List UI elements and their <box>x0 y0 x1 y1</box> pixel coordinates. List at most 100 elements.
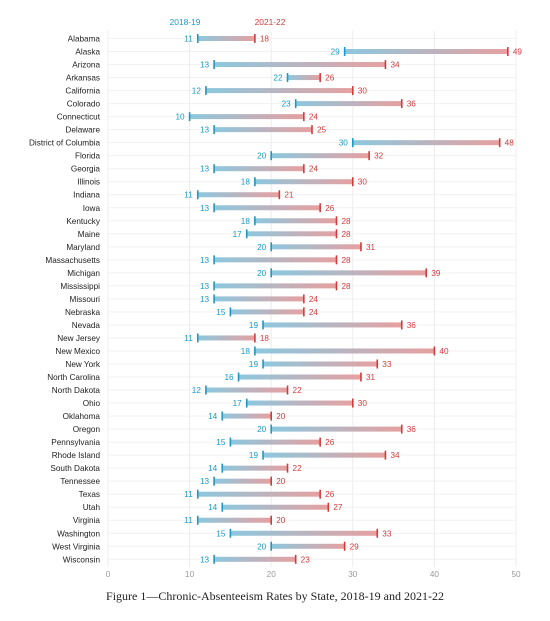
value-label-2018-19: 12 <box>192 87 202 96</box>
state-label: North Carolina <box>47 373 100 382</box>
row-district-of-columbia: District of Columbia 30 48 <box>29 138 516 148</box>
value-label-2018-19: 22 <box>273 74 283 83</box>
value-label-2021-22: 29 <box>350 542 360 551</box>
value-label-2021-22: 33 <box>382 360 392 369</box>
value-label-2021-22: 49 <box>513 48 523 57</box>
state-label: Mississippi <box>60 282 100 291</box>
value-label-2021-22: 31 <box>366 373 376 382</box>
value-label-2018-19: 13 <box>200 555 210 564</box>
value-label-2021-22: 28 <box>341 217 351 226</box>
row-kentucky: Kentucky 18 28 <box>66 216 516 226</box>
value-label-2018-19: 15 <box>216 529 226 538</box>
row-texas: Texas 11 26 <box>79 489 516 499</box>
state-label: Maine <box>78 230 101 239</box>
change-bar <box>254 218 337 224</box>
row-ohio: Ohio 17 30 <box>83 398 516 408</box>
x-tick-label: 10 <box>185 570 195 579</box>
value-label-2018-19: 14 <box>208 412 218 421</box>
value-label-2018-19: 29 <box>331 48 341 57</box>
value-label-2018-19: 11 <box>184 490 193 499</box>
value-label-2018-19: 19 <box>249 451 259 460</box>
row-west-virginia: West Virginia 20 29 <box>52 541 516 551</box>
change-bar <box>238 374 361 380</box>
value-label-2018-19: 18 <box>241 217 251 226</box>
row-michigan: Michigan 20 39 <box>67 268 516 278</box>
value-label-2018-19: 11 <box>184 191 193 200</box>
legend: 2018-19 2021-22 <box>170 17 286 27</box>
row-oklahoma: Oklahoma 14 20 <box>63 411 516 421</box>
state-label: California <box>65 87 100 96</box>
change-bar <box>214 296 304 302</box>
change-bar <box>254 179 353 185</box>
change-bar <box>271 153 370 159</box>
row-nevada: Nevada 19 36 <box>72 320 516 330</box>
change-bar <box>222 465 288 471</box>
value-label-2021-22: 48 <box>505 139 515 148</box>
change-bar <box>352 140 500 146</box>
state-label: Kentucky <box>66 217 101 226</box>
row-california: California 12 30 <box>65 86 516 96</box>
value-label-2018-19: 13 <box>200 165 210 174</box>
state-label: Iowa <box>83 204 101 213</box>
row-massachusetts: Massachusetts 13 28 <box>45 255 516 265</box>
change-bar <box>214 127 312 133</box>
value-label-2021-22: 22 <box>293 464 303 473</box>
x-axis: 0 10 20 30 40 50 <box>106 570 521 579</box>
change-bar <box>287 75 321 81</box>
change-bar <box>271 426 402 432</box>
state-label: Virginia <box>73 516 101 525</box>
row-maryland: Maryland 20 31 <box>66 242 516 252</box>
value-label-2021-22: 27 <box>333 503 343 512</box>
value-label-2021-22: 34 <box>390 451 400 460</box>
change-bar <box>344 49 508 55</box>
change-bar <box>230 439 321 445</box>
chart-rows: Alabama 11 18 Alaska 29 49 Arizona 13 34 Arkansas… <box>29 34 522 564</box>
value-label-2018-19: 15 <box>216 308 226 317</box>
change-bar <box>214 205 321 211</box>
state-label: Colorado <box>67 100 101 109</box>
legend-2018-19: 2018-19 <box>170 17 201 27</box>
value-label-2021-22: 32 <box>374 152 384 161</box>
value-label-2021-22: 40 <box>439 347 449 356</box>
state-label: Oklahoma <box>63 412 101 421</box>
row-alabama: Alabama 11 18 <box>68 34 516 44</box>
value-label-2021-22: 24 <box>309 165 319 174</box>
state-label: Alaska <box>75 48 100 57</box>
change-bar <box>214 62 386 68</box>
row-indiana: Indiana 11 21 <box>73 190 516 200</box>
value-label-2021-22: 36 <box>407 321 417 330</box>
change-bar <box>205 88 353 94</box>
state-label: Pennsylvania <box>51 438 100 447</box>
row-new-york: New York 19 33 <box>65 359 516 369</box>
value-label-2018-19: 10 <box>175 113 185 122</box>
state-label: Georgia <box>71 165 101 174</box>
row-florida: Florida 20 32 <box>75 151 516 161</box>
row-maine: Maine 17 28 <box>78 229 516 239</box>
change-bar <box>197 491 321 497</box>
value-label-2021-22: 26 <box>325 438 335 447</box>
change-bar <box>222 413 272 419</box>
state-label: District of Columbia <box>29 139 100 148</box>
state-label: West Virginia <box>52 542 100 551</box>
value-label-2018-19: 13 <box>200 126 210 135</box>
value-label-2018-19: 20 <box>257 243 267 252</box>
value-label-2021-22: 36 <box>407 425 417 434</box>
change-bar <box>263 322 402 328</box>
change-bar <box>271 543 345 549</box>
change-bar <box>295 101 402 107</box>
figure-caption: Figure 1—Chronic-Absenteeism Rates by St… <box>106 589 444 603</box>
change-bar <box>222 504 329 510</box>
value-label-2018-19: 19 <box>249 360 259 369</box>
value-label-2018-19: 13 <box>200 282 210 291</box>
value-label-2021-22: 28 <box>341 230 351 239</box>
change-bar <box>197 517 272 523</box>
state-label: New Jersey <box>57 334 101 343</box>
value-label-2021-22: 30 <box>358 399 368 408</box>
value-label-2021-22: 24 <box>309 113 319 122</box>
row-nebraska: Nebraska 15 24 <box>65 307 516 317</box>
value-label-2018-19: 18 <box>241 178 251 187</box>
value-label-2021-22: 26 <box>325 204 335 213</box>
row-arizona: Arizona 13 34 <box>72 60 516 70</box>
value-label-2018-19: 17 <box>233 399 243 408</box>
legend-2021-22: 2021-22 <box>255 17 286 27</box>
